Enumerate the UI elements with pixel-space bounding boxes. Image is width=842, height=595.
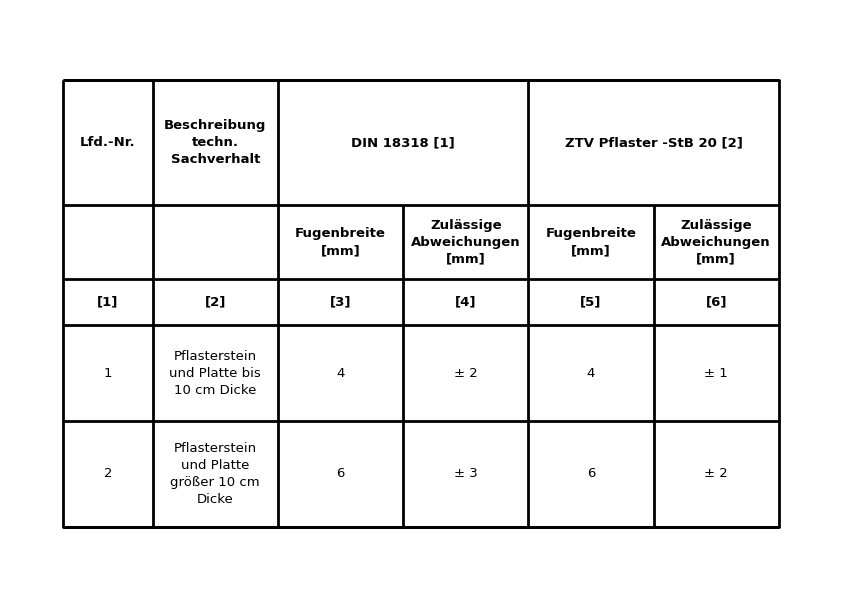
Text: ± 2: ± 2 xyxy=(705,467,728,480)
Text: 2: 2 xyxy=(104,467,112,480)
Text: 4: 4 xyxy=(336,367,344,380)
Text: ZTV Pflaster -StB 20 [2]: ZTV Pflaster -StB 20 [2] xyxy=(565,136,743,149)
Text: Lfd.-Nr.: Lfd.-Nr. xyxy=(80,136,136,149)
Text: [6]: [6] xyxy=(706,296,727,309)
Text: Zulässige
Abweichungen
[mm]: Zulässige Abweichungen [mm] xyxy=(662,219,771,266)
Text: 1: 1 xyxy=(104,367,112,380)
Text: 4: 4 xyxy=(587,367,595,380)
Text: Pflasterstein
und Platte bis
10 cm Dicke: Pflasterstein und Platte bis 10 cm Dicke xyxy=(169,349,261,396)
Text: 6: 6 xyxy=(336,467,344,480)
Text: 6: 6 xyxy=(587,467,595,480)
Text: Beschreibung
techn.
Sachverhalt: Beschreibung techn. Sachverhalt xyxy=(164,119,266,166)
Text: Fugenbreite
[mm]: Fugenbreite [mm] xyxy=(546,227,637,257)
Text: [4]: [4] xyxy=(455,296,477,309)
Text: DIN 18318 [1]: DIN 18318 [1] xyxy=(351,136,455,149)
Text: Fugenbreite
[mm]: Fugenbreite [mm] xyxy=(295,227,386,257)
Text: [5]: [5] xyxy=(580,296,602,309)
Text: Zulässige
Abweichungen
[mm]: Zulässige Abweichungen [mm] xyxy=(411,219,520,266)
Text: Pflasterstein
und Platte
größer 10 cm
Dicke: Pflasterstein und Platte größer 10 cm Di… xyxy=(170,442,260,506)
Text: ± 3: ± 3 xyxy=(454,467,477,480)
Text: ± 1: ± 1 xyxy=(705,367,728,380)
Text: ± 2: ± 2 xyxy=(454,367,477,380)
Text: [1]: [1] xyxy=(97,296,119,309)
Text: [2]: [2] xyxy=(205,296,226,309)
Text: [3]: [3] xyxy=(330,296,351,309)
